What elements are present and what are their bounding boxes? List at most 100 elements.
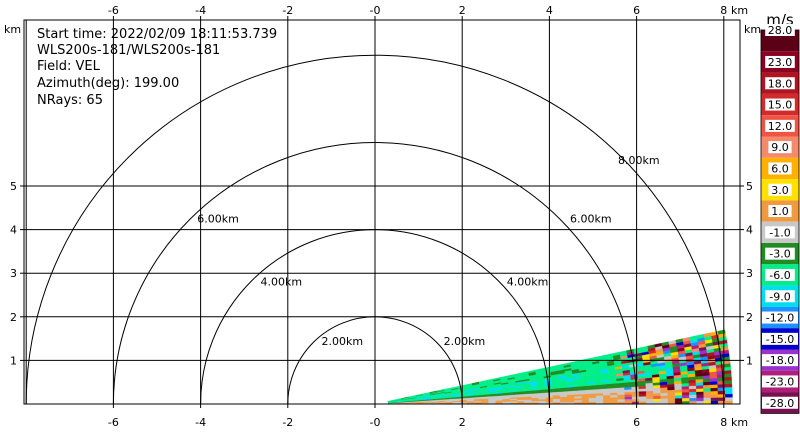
range-ring-label: 4.00km <box>507 275 549 288</box>
velocity-gate <box>689 394 697 399</box>
velocity-gate <box>681 382 690 387</box>
x-tick-label-bottom: -6 <box>108 416 119 429</box>
velocity-gate <box>689 397 697 402</box>
x-tick-label-bottom: -2 <box>282 416 293 429</box>
velocity-gate <box>531 400 539 403</box>
x-tick-label-bottom: 8 <box>720 416 727 429</box>
azimuth: Azimuth(deg): 199.00 <box>37 76 179 91</box>
colorbar-label: 3.0 <box>771 184 789 197</box>
velocity-gate <box>695 385 704 389</box>
velocity-gate <box>724 390 733 395</box>
velocity-gate <box>696 394 704 399</box>
velocity-gate <box>567 400 575 403</box>
velocity-gate <box>581 395 590 399</box>
colorbar-label-bg <box>762 311 798 324</box>
x-unit-bottom: km <box>731 416 748 429</box>
velocity-gate <box>660 398 669 402</box>
x-tick-label-bottom: 4 <box>546 416 553 429</box>
velocity-gate <box>646 395 654 399</box>
velocity-gate <box>703 394 712 398</box>
instrument-name: WLS200s-181/WLS200s-181 <box>37 43 220 58</box>
colorbar-label: -3.0 <box>769 248 790 261</box>
x-tick-label-top: 6 <box>633 4 640 17</box>
colorbar-label-bg <box>765 77 795 90</box>
colorbar-label-bg <box>768 162 792 175</box>
y-tick-label-right: 2 <box>746 311 753 324</box>
start-time: Start time: 2022/02/09 18:11:53.739 <box>37 27 277 42</box>
velocity-gate <box>725 397 733 401</box>
velocity-gate <box>617 399 626 402</box>
colorbar-label-bg <box>765 268 795 281</box>
velocity-gate <box>674 392 683 396</box>
y-unit-left: km <box>4 23 21 36</box>
velocity-gate <box>696 397 704 402</box>
velocity-gate <box>667 398 676 402</box>
x-tick-label-bottom: -4 <box>195 416 206 429</box>
colorbar-label: 12.0 <box>768 120 793 133</box>
colorbar-label: 18.0 <box>768 77 793 90</box>
colorbar-label: 15.0 <box>768 99 793 112</box>
colorbar-label-bg <box>768 205 792 218</box>
velocity-gate <box>724 376 732 381</box>
velocity-gate <box>638 390 647 395</box>
velocity-gate <box>682 394 690 399</box>
range-ring-label: 2.00km <box>444 335 486 348</box>
range-ring <box>200 229 550 404</box>
range-ring-label: 4.00km <box>260 275 302 288</box>
x-unit-top: km <box>731 4 748 17</box>
y-tick-label-left: 2 <box>10 311 17 324</box>
colorbar-label: -28.0 <box>766 397 794 410</box>
range-ring-lines <box>25 54 725 404</box>
velocity-gate <box>639 398 647 402</box>
velocity-gate <box>581 397 590 401</box>
colorbar-label: -15.0 <box>766 333 794 346</box>
velocity-gate <box>603 397 611 400</box>
colorbar: m/s 28.023.018.015.012.09.06.03.01.0-1.0… <box>760 11 800 414</box>
nrays: NRays: 65 <box>37 93 103 108</box>
x-tick-label-top: -0 <box>370 4 381 17</box>
y-tick-label-right: 3 <box>746 267 753 280</box>
velocity-gate <box>631 396 640 400</box>
velocity-gate <box>681 388 690 393</box>
velocity-gate <box>653 398 661 402</box>
velocity-gate <box>710 390 719 395</box>
colorbar-label-bg <box>768 183 792 196</box>
velocity-gate <box>638 393 647 397</box>
velocity-gate <box>710 387 719 392</box>
y-tick-label-left: 1 <box>10 354 17 367</box>
velocity-gate <box>682 397 690 402</box>
x-tick-label-top: -2 <box>282 4 293 17</box>
plot-frame <box>23 19 741 405</box>
velocity-gate <box>703 397 712 402</box>
velocity-gate <box>653 395 661 399</box>
y-tick-label-right: 4 <box>746 224 753 237</box>
colorbar-label-bg <box>762 332 798 345</box>
range-ring <box>287 316 463 404</box>
colorbar-label: 28.0 <box>768 24 793 37</box>
velocity-gate <box>688 385 697 390</box>
velocity-gate <box>689 391 697 396</box>
range-ring <box>112 141 638 404</box>
velocity-gate <box>710 384 718 389</box>
velocity-gate <box>574 399 582 403</box>
velocity-gate <box>610 399 618 402</box>
range-ring-label: 8.00km <box>618 154 660 167</box>
velocity-gate <box>725 393 733 398</box>
y-tick-label-right: 5 <box>746 180 753 193</box>
colorbar-label: -6.0 <box>769 269 790 282</box>
colorbar-label: 1.0 <box>771 205 789 218</box>
plot-area: 2.00km 2.00km 4.00km 4.00km 6.00km 6.00km 8.00… <box>23 19 741 405</box>
range-rings: 2.00km 2.00km 4.00km 4.00km 6.00km 6.00km 8.00… <box>25 54 725 404</box>
x-tick-label-top: 4 <box>546 4 553 17</box>
range-ring <box>25 54 725 404</box>
velocity-gate <box>725 400 733 404</box>
velocity-gate <box>696 388 704 392</box>
range-ring-label: 6.00km <box>570 213 612 226</box>
velocity-gate <box>703 391 712 395</box>
velocity-gate <box>624 396 633 400</box>
velocity-gate <box>610 396 618 400</box>
colorbar-label-bg <box>768 141 792 154</box>
velocity-gate <box>631 398 640 402</box>
velocity-gate <box>588 397 597 401</box>
